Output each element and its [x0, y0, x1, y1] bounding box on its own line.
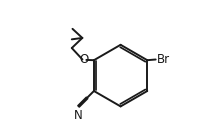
Text: O: O [80, 53, 89, 66]
Text: N: N [74, 109, 82, 122]
Text: Br: Br [157, 53, 170, 66]
